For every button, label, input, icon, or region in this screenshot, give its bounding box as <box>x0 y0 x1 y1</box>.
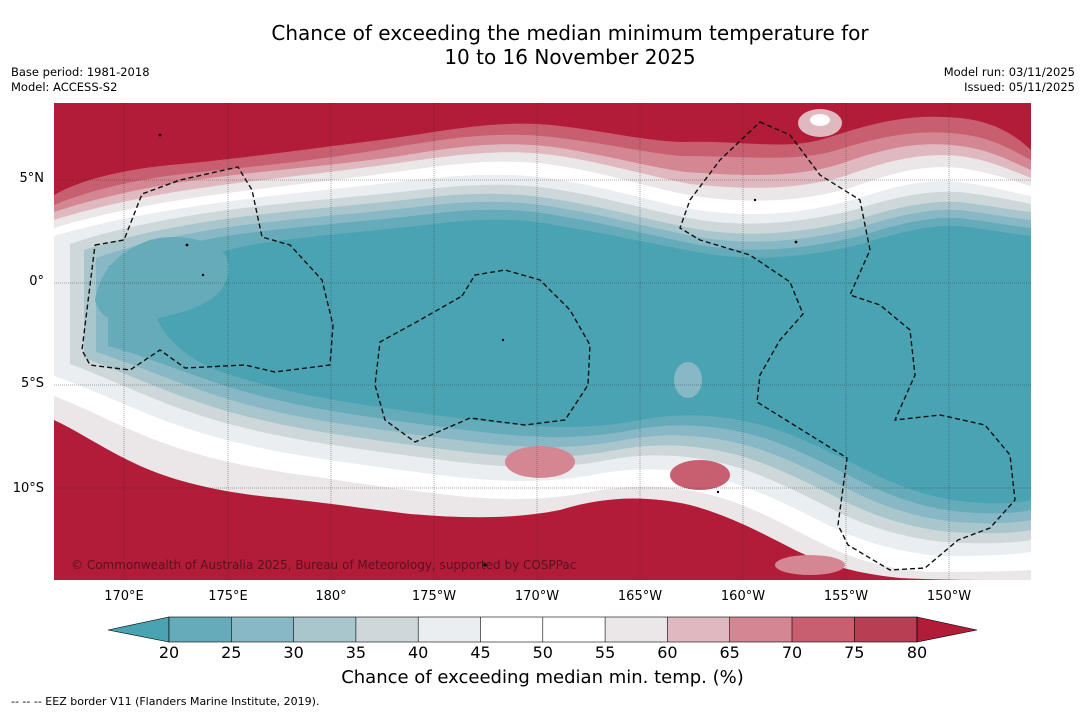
colorbar-60-65 <box>667 617 730 642</box>
colorbar-above-80 <box>916 616 978 643</box>
cbar-tick-55: 55 <box>594 643 616 662</box>
island-8 <box>483 563 487 567</box>
island-6 <box>753 198 757 202</box>
lon-label-170w: 170°W <box>514 589 560 604</box>
island-3 <box>201 273 205 277</box>
eez-kiribati-line <box>679 121 1016 571</box>
cbar-tick-60: 60 <box>657 643 678 662</box>
cbar-tick-35: 35 <box>345 643 367 662</box>
lon-label-150w: 150°W <box>926 589 972 604</box>
colorbar-30-35 <box>293 617 356 642</box>
patch-6 <box>775 555 845 575</box>
eez-borders <box>81 121 1016 571</box>
model-name: Model: ACCESS-S2 <box>11 80 118 94</box>
colorbar <box>107 616 978 643</box>
lon-label-160w: 160°W <box>720 589 766 604</box>
cbar-tick-40: 40 <box>408 643 429 662</box>
cbar-tick-50: 50 <box>532 643 553 662</box>
island-5 <box>794 240 798 244</box>
colorbar-50-55 <box>542 617 606 642</box>
field-low-west <box>95 236 230 324</box>
colorbar-75-80 <box>854 617 917 642</box>
lat-label-5s: 5°S <box>20 376 44 391</box>
cbar-tick-65: 65 <box>719 643 740 662</box>
cbar-tick-20: 20 <box>158 643 180 662</box>
colorbar-below-20 <box>107 616 170 643</box>
colorbar-dividers <box>231 617 855 642</box>
colorbar-label: Chance of exceeding median min. temp. (%… <box>341 667 744 688</box>
map-title: Chance of exceeding the median minimum t… <box>0 21 1085 69</box>
field-low <box>150 219 1031 504</box>
eez-kiribati-phoenix <box>374 269 591 443</box>
lon-label-175e: 175°E <box>208 589 248 604</box>
island-1 <box>158 133 162 137</box>
probability-field <box>54 103 1031 580</box>
island-7 <box>716 490 720 494</box>
lat-label-10s: 10°S <box>12 481 44 496</box>
islands <box>158 133 798 567</box>
meta-right: Model run: 03/11/2025 Issued: 05/11/2025 <box>944 65 1075 95</box>
lat-label-0: 0° <box>29 274 44 289</box>
patch-5 <box>505 446 575 478</box>
colorbar-40-45 <box>418 617 481 642</box>
cbar-tick-25: 25 <box>221 643 242 662</box>
island-2 <box>185 243 189 247</box>
lon-label-180: 180° <box>315 589 347 604</box>
lat-label-5n: 5°N <box>19 171 45 186</box>
eez-legend: -- -- -- EEZ border V11 (Flanders Marine… <box>11 695 320 708</box>
lon-label-155w: 155°W <box>823 589 869 604</box>
title-line-1: Chance of exceeding the median minimum t… <box>271 21 869 45</box>
base-period: Base period: 1981-2018 <box>11 65 150 79</box>
colorbar-25-30 <box>231 617 294 642</box>
colorbar-55-60 <box>605 617 668 642</box>
lon-label-165w: 165°W <box>617 589 663 604</box>
patch-3 <box>810 114 830 126</box>
colorbar-35-40 <box>355 617 419 642</box>
patch-1 <box>674 362 702 398</box>
cbar-tick-70: 70 <box>781 643 803 662</box>
graticule <box>54 103 1031 580</box>
cbar-tick-30: 30 <box>283 643 304 662</box>
island-4 <box>501 338 505 342</box>
lon-label-170e: 170°E <box>104 589 144 604</box>
colorbar-20-25 <box>169 617 232 642</box>
colorbar-45-50 <box>480 617 543 642</box>
issued-date: Issued: 05/11/2025 <box>964 80 1075 94</box>
colorbar-70-75 <box>792 617 855 642</box>
eez-kiribati-gilbert <box>81 166 334 373</box>
cbar-tick-45: 45 <box>470 643 491 662</box>
colorbar-65-70 <box>729 617 792 642</box>
cbar-tick-80: 80 <box>906 643 928 662</box>
model-run: Model run: 03/11/2025 <box>943 65 1075 79</box>
patch-4 <box>670 460 730 490</box>
meta-left: Base period: 1981-2018 Model: ACCESS-S2 <box>11 65 150 95</box>
copyright-notice: © Commonwealth of Australia 2025, Bureau… <box>71 558 577 572</box>
cbar-tick-75: 75 <box>844 643 865 662</box>
lon-label-175w: 175°W <box>411 589 457 604</box>
title-line-2: 10 to 16 November 2025 <box>444 45 696 69</box>
